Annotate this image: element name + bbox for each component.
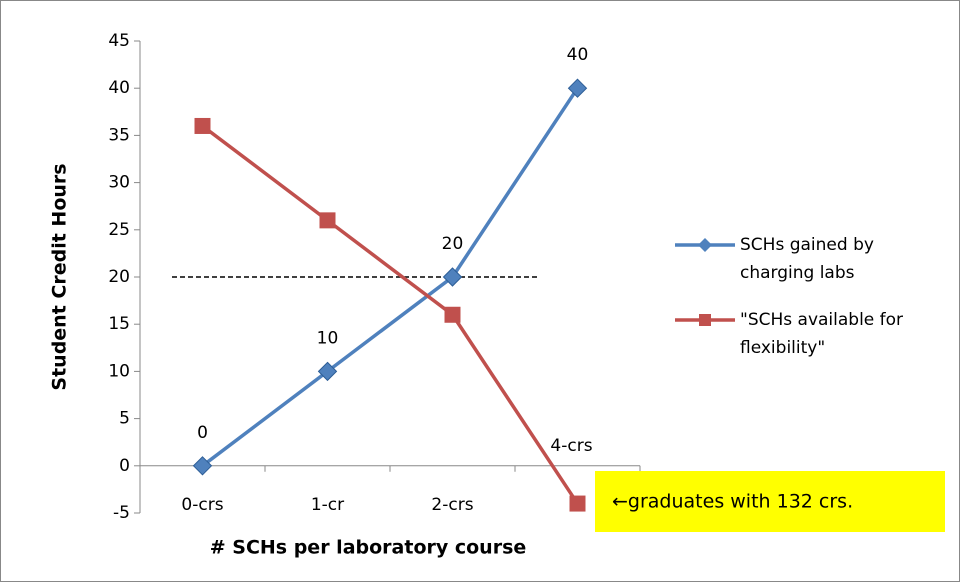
y-tick-label: 35 <box>108 125 130 145</box>
y-tick-label: 30 <box>108 173 130 193</box>
y-tick-label: 10 <box>108 361 130 381</box>
series-line <box>201 87 579 468</box>
series-line <box>201 124 579 505</box>
y-tick-label: 15 <box>108 314 130 334</box>
data-label: 40 <box>567 45 589 65</box>
marker <box>194 117 211 134</box>
legend-label: "SCHs available for flexibility" <box>740 310 903 358</box>
marker <box>567 78 588 98</box>
y-tick-label: 5 <box>119 409 130 429</box>
marker <box>569 495 586 512</box>
x-tick-label: 1-cr <box>311 495 344 515</box>
y-axis-title: Student Credit Hours <box>49 163 71 390</box>
legend-label: SCHs gained by charging labs <box>740 235 874 283</box>
marker <box>442 267 463 287</box>
marker <box>192 456 213 476</box>
y-tick-label: 45 <box>108 31 130 51</box>
x-tick-label: 2-crs <box>431 495 473 515</box>
annotation-box <box>595 471 945 532</box>
marker <box>319 212 336 229</box>
data-label: 20 <box>442 234 464 254</box>
marker <box>444 306 461 323</box>
y-tick-label: 20 <box>108 267 130 287</box>
y-tick-label: -5 <box>113 503 130 523</box>
data-label: 0 <box>197 423 208 443</box>
x-axis-title: # SCHs per laboratory course <box>210 537 527 559</box>
annotation: ←graduates with 132 crs. <box>612 491 853 513</box>
y-tick-label: 0 <box>119 456 130 476</box>
x-tick-label: 4-crs <box>550 436 592 456</box>
legend-marker <box>699 314 711 326</box>
x-tick-label: 0-crs <box>181 495 223 515</box>
marker <box>317 361 338 382</box>
data-label: 10 <box>317 328 339 348</box>
legend-marker <box>698 238 712 252</box>
y-tick-label: 25 <box>108 220 130 240</box>
y-tick-label: 40 <box>108 78 130 98</box>
